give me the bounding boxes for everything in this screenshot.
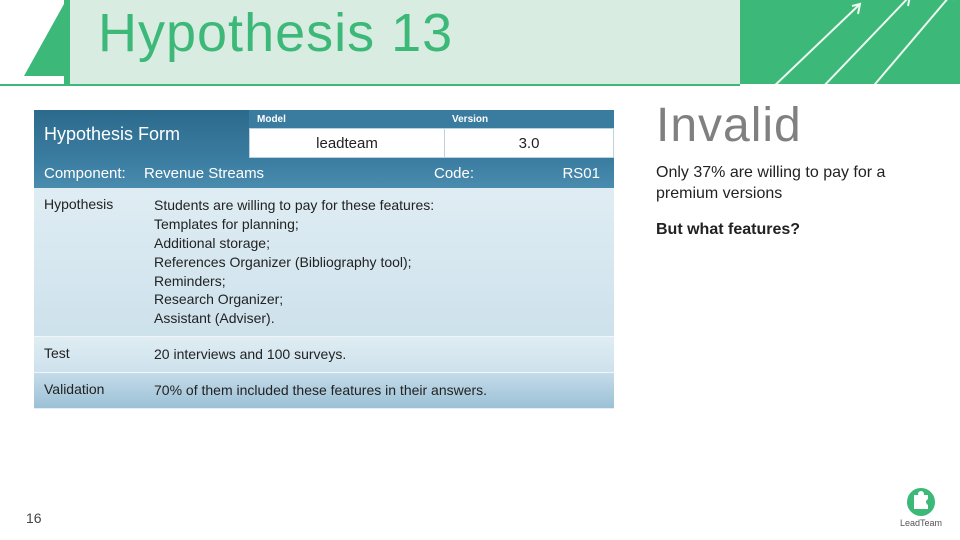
slide-content: Hypothesis Form Model Version leadteam 3…	[0, 110, 960, 510]
form-title: Hypothesis Form	[34, 110, 249, 158]
row-value-validation: 70% of them included these features in t…	[154, 373, 614, 408]
component-label: Component:	[34, 165, 144, 182]
row-value-test: 20 interviews and 100 surveys.	[154, 337, 614, 372]
status-label: Invalid	[656, 98, 946, 153]
logo-icon	[907, 488, 935, 516]
footer-logo: LeadTeam	[900, 488, 942, 528]
hypothesis-form: Hypothesis Form Model Version leadteam 3…	[34, 110, 614, 409]
component-value: Revenue Streams	[144, 165, 434, 182]
code-label: Code:	[434, 165, 514, 182]
logo-text: LeadTeam	[900, 518, 942, 528]
form-row-hypothesis: Hypothesis Students are willing to pay f…	[34, 188, 614, 337]
slide-header: Hypothesis 13	[0, 0, 960, 90]
form-header-row: Hypothesis Form Model Version leadteam 3…	[34, 110, 614, 158]
model-value: leadteam	[249, 128, 444, 158]
model-version-block: Model Version leadteam 3.0	[249, 110, 614, 158]
code-value: RS01	[514, 165, 614, 182]
component-row: Component: Revenue Streams Code: RS01	[34, 158, 614, 188]
version-value: 3.0	[444, 128, 614, 158]
row-value-hypothesis: Students are willing to pay for these fe…	[154, 188, 614, 336]
header-arrows-decor	[740, 0, 960, 84]
row-label-test: Test	[34, 337, 154, 372]
form-row-validation: Validation 70% of them included these fe…	[34, 373, 614, 409]
form-row-test: Test 20 interviews and 100 surveys.	[34, 337, 614, 373]
slide-title: Hypothesis 13	[98, 2, 453, 64]
side-note: Only 37% are willing to pay for a premiu…	[656, 163, 946, 205]
model-label: Model	[249, 110, 444, 128]
row-label-validation: Validation	[34, 373, 154, 408]
header-underline	[0, 84, 740, 86]
side-panel: Invalid Only 37% are willing to pay for …	[656, 98, 946, 239]
side-question: But what features?	[656, 221, 946, 239]
version-label: Version	[444, 110, 614, 128]
row-label-hypothesis: Hypothesis	[34, 188, 154, 336]
page-number: 16	[26, 510, 42, 526]
header-triangle-icon	[24, 4, 64, 76]
